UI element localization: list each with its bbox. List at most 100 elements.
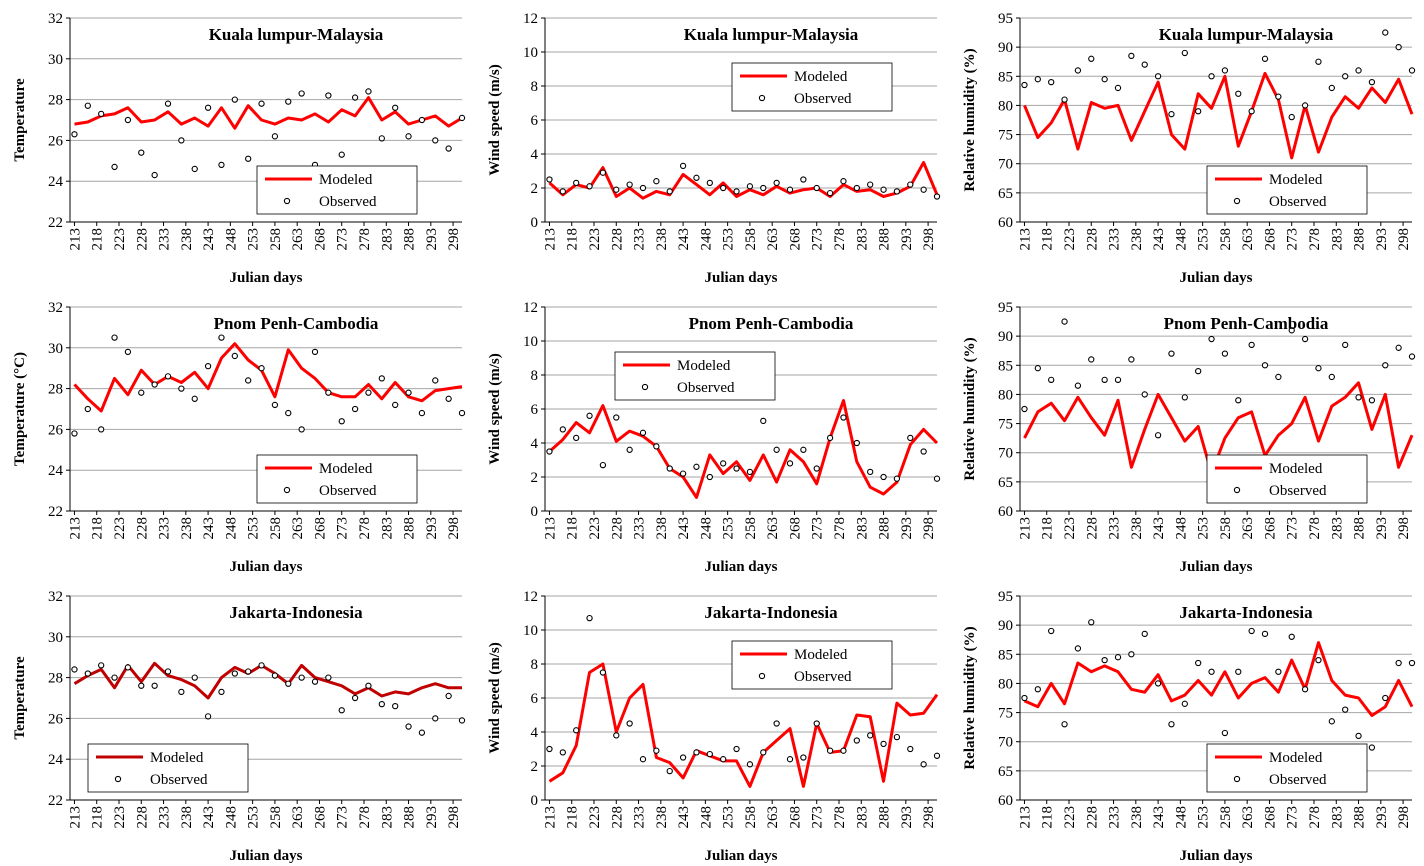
- x-tick-label: 273: [335, 228, 351, 251]
- x-axis-label: Julian days: [705, 559, 778, 575]
- x-tick-label: 233: [157, 517, 173, 540]
- observed-point: [338, 707, 345, 714]
- observed-point: [432, 137, 439, 144]
- observed-point: [124, 348, 132, 356]
- observed-point: [258, 662, 265, 669]
- observed-point: [920, 448, 927, 455]
- y-tick-label: 10: [523, 334, 538, 350]
- legend-marker: [1233, 197, 1241, 205]
- x-tick-label: 228: [134, 228, 150, 251]
- y-tick-label: 70: [998, 446, 1013, 462]
- y-tick-label: 12: [523, 11, 538, 27]
- observed-point: [653, 443, 660, 450]
- x-tick-label: 223: [1062, 228, 1078, 251]
- x-tick-label: 253: [721, 228, 737, 251]
- observed-point: [1021, 81, 1028, 89]
- y-tick-label: 6: [531, 113, 539, 129]
- x-tick-label: 218: [565, 228, 581, 251]
- observed-point: [258, 365, 265, 372]
- observed-point: [1235, 397, 1242, 404]
- chart-panel: 22 24 26 28 30 32 213 218 223 228 233 238 243 248 253 2…: [12, 589, 466, 864]
- observed-point: [1301, 335, 1309, 343]
- observed-point: [298, 426, 305, 433]
- observed-point: [840, 414, 847, 421]
- modeled-line: [1023, 641, 1414, 717]
- observed-point: [800, 754, 807, 761]
- observed-point: [559, 749, 566, 756]
- observed-point: [245, 668, 252, 675]
- observed-point: [559, 188, 566, 195]
- observed-point: [1168, 721, 1175, 728]
- x-tick-label: 293: [1374, 517, 1390, 540]
- x-tick-label: 278: [1307, 228, 1323, 251]
- observed-point: [666, 188, 673, 195]
- x-tick-label: 273: [810, 228, 826, 251]
- observed-point: [311, 348, 319, 356]
- x-tick-label: 288: [1352, 806, 1368, 829]
- legend-box: [1206, 165, 1368, 215]
- x-tick-label: 213: [542, 806, 558, 829]
- y-tick-label: 8: [531, 368, 539, 384]
- observed-point: [124, 116, 132, 124]
- x-tick-label: 288: [877, 228, 893, 251]
- x-tick-label: 298: [1396, 806, 1412, 829]
- y-tick-label: 80: [998, 387, 1013, 403]
- observed-point: [613, 414, 620, 421]
- x-tick-label: 228: [134, 517, 150, 540]
- observed-point: [218, 688, 225, 696]
- observed-point: [245, 377, 252, 384]
- observed-point: [298, 90, 305, 97]
- x-tick-label: 238: [654, 517, 670, 540]
- x-tick-label: 273: [335, 517, 351, 540]
- observed-point: [813, 184, 820, 192]
- y-tick-label: 4: [531, 436, 539, 452]
- y-tick-label: 24: [48, 463, 64, 479]
- observed-point: [599, 669, 607, 676]
- x-tick-label: 238: [179, 806, 195, 829]
- legend-label: Modeled: [677, 358, 731, 374]
- observed-point: [626, 181, 633, 188]
- observed-point: [378, 700, 385, 708]
- observed-point: [298, 674, 305, 681]
- observed-point: [1382, 362, 1389, 369]
- y-tick-label: 90: [998, 618, 1013, 634]
- x-tick-label: 268: [787, 517, 803, 540]
- x-tick-label: 213: [542, 517, 558, 540]
- x-tick-label: 248: [223, 517, 239, 540]
- x-tick-label: 248: [1173, 228, 1189, 251]
- observed-point: [338, 418, 345, 425]
- observed-point: [746, 468, 754, 476]
- chart-panel: 60 65 70 75 80 85 90 95 213 218 223 228 233 238 243 248…: [962, 589, 1416, 864]
- y-tick-label: 70: [998, 735, 1013, 751]
- x-axis-label: Julian days: [1180, 270, 1253, 286]
- observed-point: [1235, 90, 1242, 97]
- observed-point: [666, 465, 673, 472]
- observed-point: [706, 179, 713, 187]
- observed-point: [1368, 744, 1376, 751]
- y-tick-label: 95: [998, 11, 1013, 27]
- x-tick-label: 268: [1262, 517, 1278, 540]
- observed-point: [1141, 61, 1148, 68]
- modeled-line: [548, 399, 939, 499]
- observed-point: [933, 752, 941, 759]
- observed-point: [786, 756, 794, 763]
- y-tick-label: 22: [48, 504, 63, 520]
- y-tick-label: 32: [48, 300, 63, 316]
- observed-point: [1248, 108, 1255, 115]
- observed-point: [1382, 29, 1389, 36]
- observed-point: [639, 429, 647, 436]
- y-tick-label: 85: [998, 647, 1013, 663]
- observed-point: [1355, 732, 1362, 740]
- observed-point: [720, 756, 727, 763]
- x-tick-label: 233: [632, 517, 648, 540]
- x-tick-label: 233: [157, 806, 173, 829]
- legend-label: Observed: [319, 483, 377, 499]
- x-tick-label: 218: [1040, 517, 1056, 540]
- y-tick-label: 75: [998, 128, 1013, 144]
- x-tick-label: 298: [921, 228, 937, 251]
- observed-point: [653, 747, 660, 754]
- observed-point: [679, 162, 687, 170]
- y-tick-label: 90: [998, 329, 1013, 345]
- observed-point: [1288, 327, 1295, 334]
